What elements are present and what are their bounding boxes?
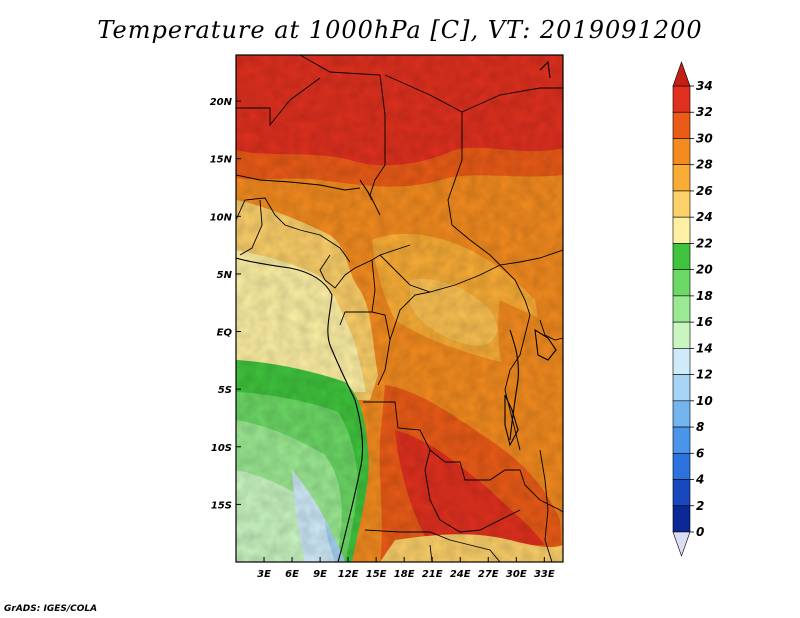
colorbar-swatch [672,479,691,507]
colorbar-swatch [672,164,691,192]
colorbar-label: 8 [696,420,704,434]
colorbar-label: 28 [696,158,713,172]
lon-tick-label: 27E [478,569,499,580]
lon-tick-label: 21E [422,569,443,580]
colorbar-swatch [672,111,691,139]
lon-tick-label: 12E [338,569,359,580]
colorbar-label: 24 [696,210,713,224]
colorbar-swatch [672,216,691,244]
colorbar-swatch [672,295,691,323]
colorbar-label: 30 [696,131,713,145]
colorbar-swatch [672,85,691,113]
map-title: Temperature at 1000hPa [C], VT: 20190912… [97,16,703,44]
lon-tick-label: 18E [394,569,415,580]
colorbar-label: 20 [696,263,713,277]
colorbar-label: 18 [696,289,713,303]
lon-tick-label: 9E [313,569,327,580]
colorbar-label: 26 [696,184,713,198]
grads-credit: GrADS: IGES/COLA [4,604,98,614]
colorbar-label: 6 [696,446,704,460]
colorbar-swatch [672,138,691,166]
colorbar-swatch [672,321,691,349]
lon-tick-label: 33E [534,569,555,580]
colorbar-label: 34 [696,79,713,93]
map-frame [235,54,564,563]
colorbar-label: 10 [696,394,713,408]
colorbar-swatch [672,348,691,375]
colorbar-swatch [672,374,691,402]
colorbar-top-arrow [672,61,691,87]
lat-tick-label: 10S [211,443,232,454]
colorbar-swatch [672,426,691,454]
colorbar-label: 14 [696,341,713,355]
lat-tick-label: 15N [210,155,233,166]
lat-tick-label: 5N [217,270,233,281]
lon-tick-label: 24E [450,569,471,580]
colorbar-swatch [672,190,691,218]
colorbar-swatch [672,505,691,533]
colorbar-swatch [672,452,691,480]
lon-tick-label: 3E [257,569,271,580]
colorbar-label: 12 [696,368,713,382]
colorbar-label: 2 [696,499,704,513]
lat-tick-label: EQ [217,328,233,339]
colorbar-label: 0 [696,525,704,539]
colorbar-label: 32 [696,105,713,119]
colorbar-swatch [672,269,691,297]
lat-tick-label: 10N [210,212,233,223]
lat-tick-label: 5S [218,385,232,396]
colorbar-label: 16 [696,315,713,329]
country-borders [236,55,563,562]
lon-tick-label: 15E [366,569,387,580]
lon-tick-label: 30E [506,569,527,580]
colorbar-bottom-arrow [672,531,691,557]
lat-tick-label: 15S [211,500,232,511]
lon-tick-label: 6E [285,569,299,580]
colorbar-label: 4 [695,473,704,487]
coastline [236,60,557,562]
colorbar-label: 22 [696,236,713,250]
colorbar-swatch [672,243,691,270]
temperature-field [236,55,563,562]
axis-ticks: 3E 6E 9E 12E 15E 18E 21E 24E 27E 30E 33E 20N 15N 10N 5… [210,97,555,580]
colorbar-swatch [672,400,691,428]
lat-tick-label: 20N [210,97,233,108]
